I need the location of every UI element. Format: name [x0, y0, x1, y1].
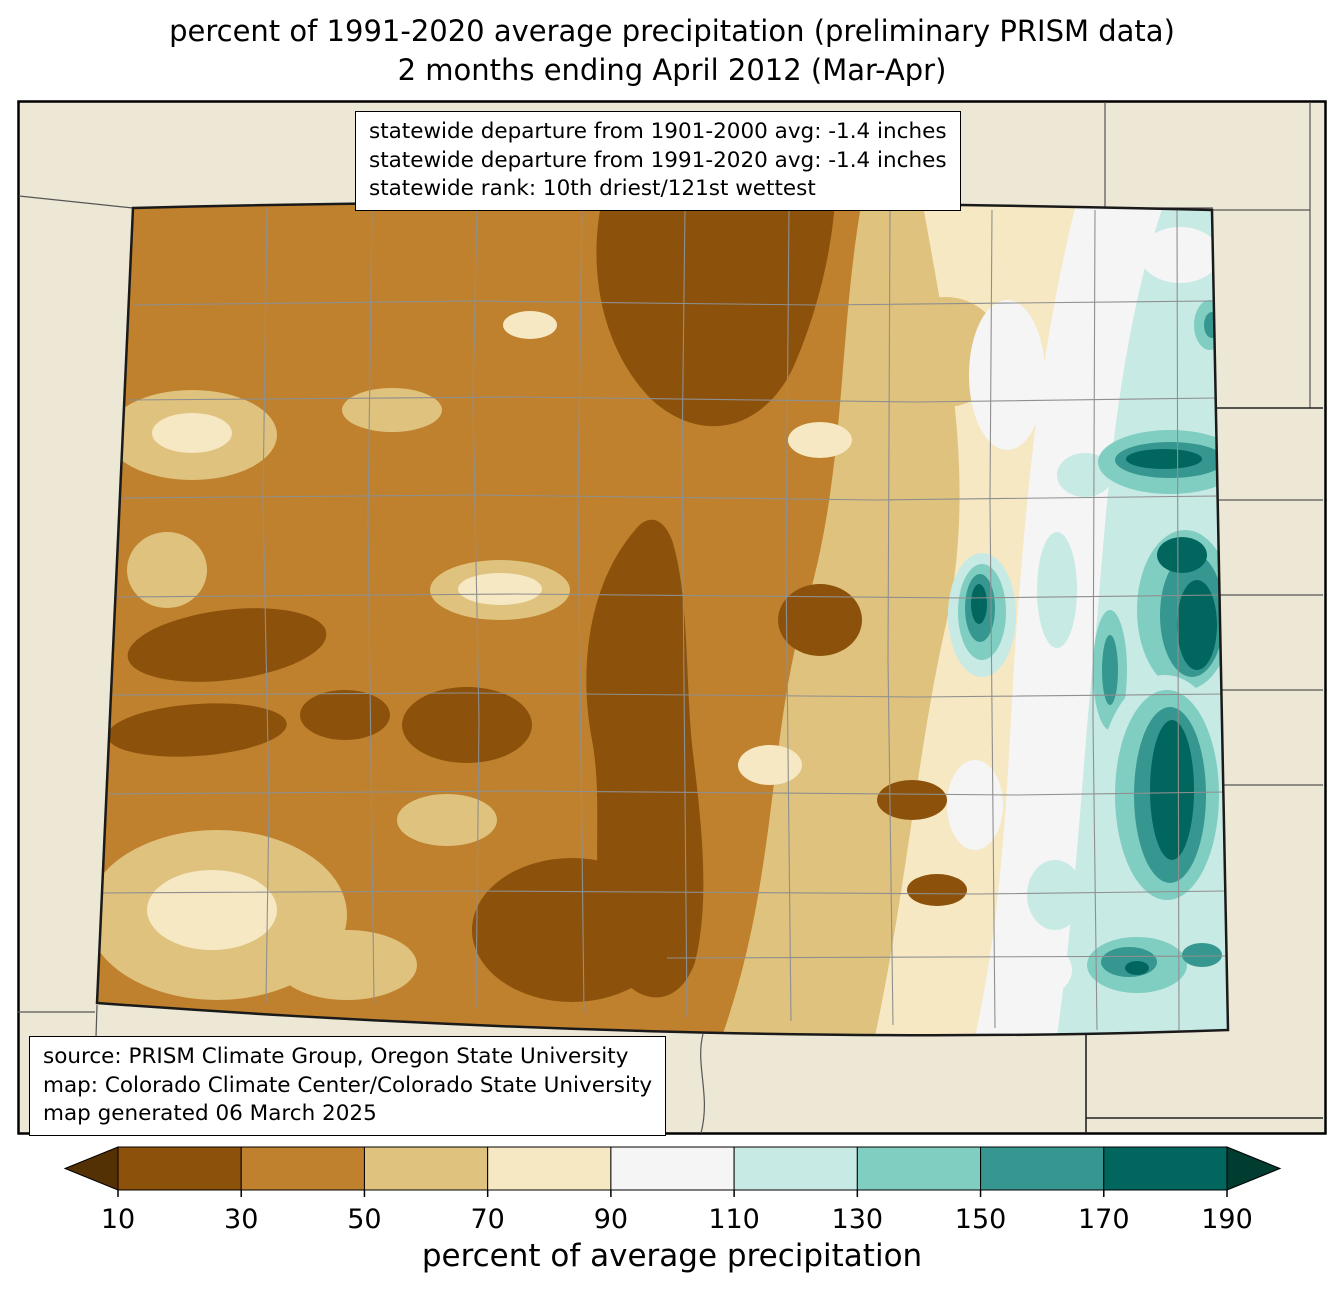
colorbar-over-arrow — [1226, 1146, 1282, 1191]
colorado-precipitation-map — [17, 100, 1327, 1135]
precipitation-fill — [97, 202, 1228, 1036]
title-line-2: 2 months ending April 2012 (Mar-Apr) — [397, 52, 947, 87]
colorbar-segment — [980, 1146, 1105, 1191]
colorbar-tick-label: 90 — [594, 1204, 628, 1235]
colorbar-tick-label: 170 — [1078, 1204, 1130, 1235]
colorbar-segment — [1103, 1146, 1228, 1191]
colorbar-segment — [240, 1146, 365, 1191]
neighbor-state-borders — [1085, 407, 1323, 1133]
colorbar-label: percent of average precipitation — [421, 1238, 923, 1274]
stats-line-3: statewide rank: 10th driest/121st wettes… — [369, 176, 816, 202]
colorbar-tick-label: 70 — [470, 1204, 504, 1235]
colorbar-segment — [733, 1146, 858, 1191]
page-title: percent of 1991-2020 average precipitati… — [0, 12, 1344, 90]
statewide-stats-box: statewide departure from 1901-2000 avg: … — [355, 111, 961, 211]
colorbar-tick-label: 150 — [955, 1204, 1007, 1235]
source-line-2: map: Colorado Climate Center/Colorado St… — [43, 1072, 653, 1098]
colorbar-segment — [610, 1146, 735, 1191]
stats-line-1: statewide departure from 1901-2000 avg: … — [369, 119, 947, 144]
colorbar-tick-label: 110 — [708, 1204, 760, 1235]
source-line-3: map generated 06 March 2025 — [43, 1101, 377, 1127]
colorbar-tick-label: 30 — [224, 1204, 258, 1235]
map-area: statewide departure from 1901-2000 avg: … — [17, 100, 1327, 1136]
title-line-1: percent of 1991-2020 average precipitati… — [169, 14, 1175, 48]
colorbar: 10 30 50 70 90 110 130 150 170 190 — [63, 1146, 1282, 1235]
source-line-1: source: PRISM Climate Group, Oregon Stat… — [43, 1044, 629, 1069]
colorbar-segment — [117, 1146, 242, 1191]
colorbar-tick-label: 130 — [832, 1204, 884, 1235]
colorbar-segment — [487, 1146, 612, 1191]
colorbar-tick-label: 10 — [101, 1204, 135, 1235]
colorbar-segment — [856, 1146, 982, 1191]
source-attribution-box: source: PRISM Climate Group, Oregon Stat… — [29, 1036, 667, 1136]
colorbar-under-arrow — [63, 1146, 119, 1191]
colorbar-tick-label: 50 — [347, 1204, 381, 1235]
county-boundaries — [100, 207, 1228, 1031]
stats-line-2: statewide departure from 1991-2020 avg: … — [369, 147, 947, 173]
colorbar-tick-label: 190 — [1201, 1204, 1253, 1235]
colorbar-segment — [363, 1146, 489, 1191]
